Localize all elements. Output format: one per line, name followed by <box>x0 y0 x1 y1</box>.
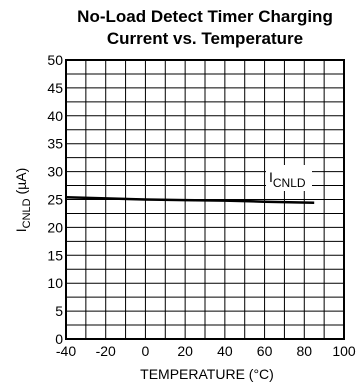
x-tick-label: 60 <box>257 343 273 359</box>
series-label-sub: CNLD <box>273 176 306 190</box>
y-tick-label: 45 <box>47 80 63 96</box>
y-tick-label: 50 <box>47 52 63 68</box>
x-tick-label: 40 <box>217 343 233 359</box>
y-tick-label: 15 <box>47 247 63 263</box>
x-tick-label: 100 <box>332 343 356 359</box>
series-label: ICNLD <box>269 169 306 190</box>
y-tick-label: 20 <box>47 219 63 235</box>
y-tick-label: 25 <box>47 192 63 208</box>
y-tick-label: 35 <box>47 136 63 152</box>
grid <box>66 60 344 339</box>
x-tick-label: 80 <box>296 343 312 359</box>
y-axis-label-main: I <box>13 228 29 232</box>
y-tick-labels: 0 5 10 15 20 25 30 35 40 45 50 <box>47 52 63 347</box>
y-tick-label: 40 <box>47 108 63 124</box>
series-label-main: I <box>269 169 273 185</box>
y-axis-label-unit: (µA) <box>13 168 29 199</box>
y-tick-label: 0 <box>55 331 63 347</box>
y-tick-label: 5 <box>55 303 63 319</box>
x-tick-label: 20 <box>177 343 193 359</box>
x-tick-label: -40 <box>56 343 76 359</box>
x-tick-label: -20 <box>96 343 116 359</box>
chart-title-line-1: No-Load Detect Timer Charging <box>77 7 333 26</box>
series-line <box>65 196 315 205</box>
x-tick-labels: -40 -20 0 20 40 60 80 100 <box>56 343 356 359</box>
y-axis-label: ICNLD (µA) <box>13 168 33 232</box>
series-label-box <box>266 165 312 191</box>
x-axis-label: TEMPERATURE (°C) <box>140 366 274 382</box>
y-tick-label: 30 <box>47 164 63 180</box>
y-axis-label-sub: CNLD <box>21 198 33 228</box>
y-tick-label: 10 <box>47 275 63 291</box>
plot-frame <box>65 59 345 340</box>
x-tick-label: 0 <box>142 343 150 359</box>
series-layer <box>65 196 315 205</box>
chart-title-line-2: Current vs. Temperature <box>107 29 303 48</box>
